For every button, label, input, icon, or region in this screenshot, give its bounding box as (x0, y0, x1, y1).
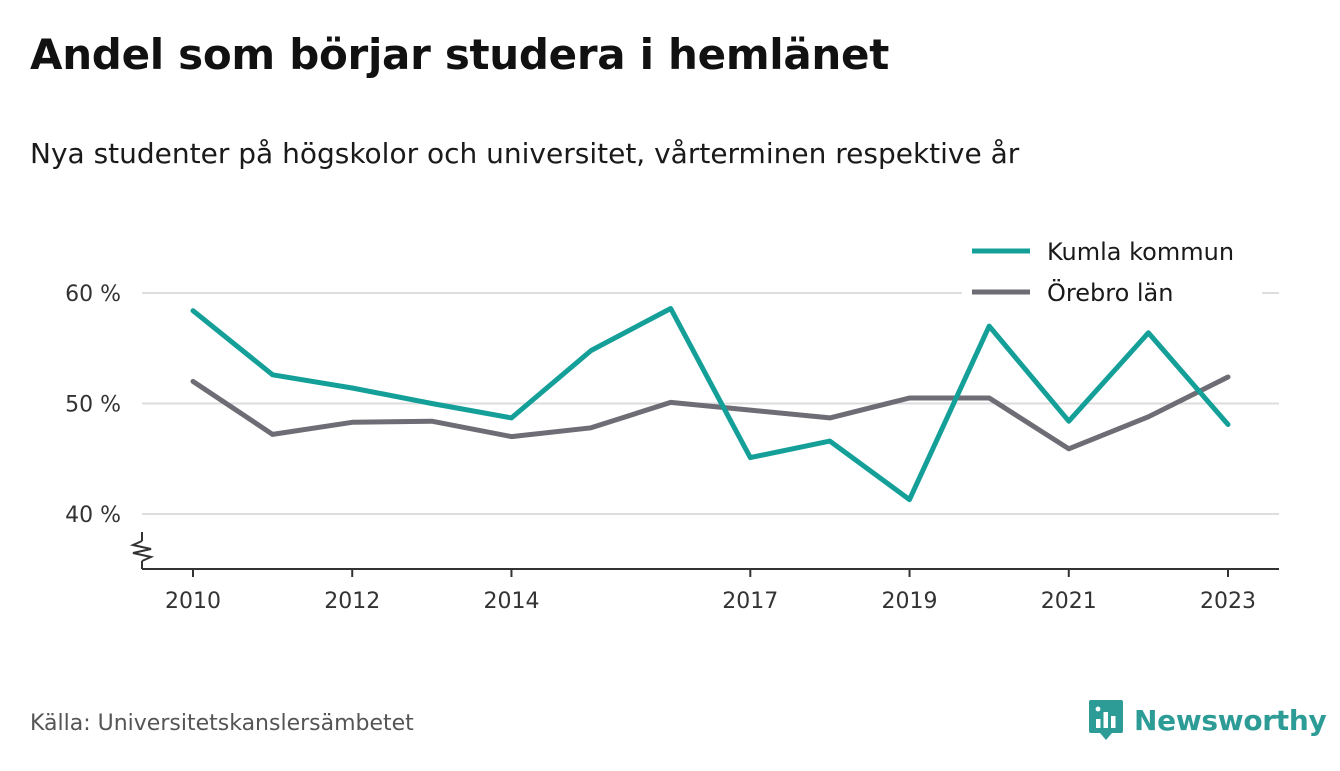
x-tick-label: 2014 (483, 589, 539, 614)
x-tick-label: 2012 (324, 589, 380, 614)
x-tick-label: 2023 (1200, 589, 1256, 614)
chart-title: Andel som börjar studera i hemlänet (30, 30, 889, 79)
brand-logo: Newsworthy (1088, 697, 1327, 743)
newsworthy-icon (1089, 700, 1123, 740)
y-tick-label: 60 % (65, 282, 121, 307)
legend-label: Kumla kommun (1047, 238, 1234, 266)
brand-name: Newsworthy (1134, 703, 1327, 737)
y-tick-label: 50 % (65, 393, 121, 418)
series-layer (190, 306, 1231, 503)
axis-layer: 40 % 50 % 60 % 2010 2012 2014 2017 2019 2021 2023 (65, 282, 1279, 614)
series-line (190, 374, 1231, 452)
legend: Kumla kommun Örebro län (962, 232, 1262, 314)
x-tick-label: 2021 (1041, 589, 1097, 614)
chart-subtitle: Nya studenter på högskolor och universit… (30, 137, 1020, 170)
x-tick-label: 2010 (165, 589, 221, 614)
y-axis-break (129, 540, 155, 562)
series-line (190, 306, 1231, 503)
x-tick-label: 2019 (882, 589, 938, 614)
legend-label: Örebro län (1047, 278, 1173, 307)
x-tick-label: 2017 (722, 589, 778, 614)
legend-background (962, 232, 1262, 314)
grid-layer (142, 292, 1279, 515)
source-note: Källa: Universitetskanslersämbetet (30, 711, 414, 736)
y-tick-label: 40 % (65, 503, 121, 528)
